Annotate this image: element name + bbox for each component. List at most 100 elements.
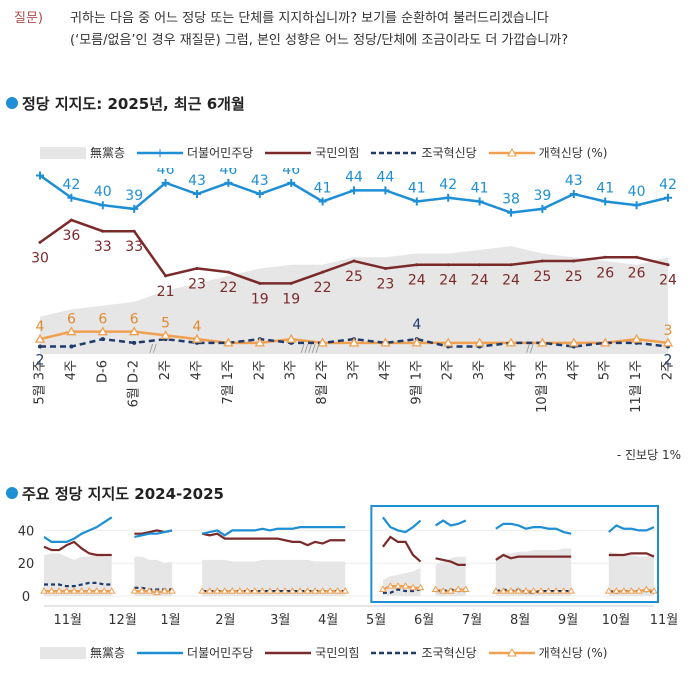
rp-point bbox=[198, 587, 207, 594]
rp-point bbox=[85, 587, 94, 594]
dp-data-label: 43 bbox=[251, 173, 269, 189]
x-tick-label: 2주 bbox=[158, 360, 173, 380]
rp-point bbox=[288, 587, 297, 594]
none-area bbox=[495, 548, 572, 596]
ppp-line bbox=[382, 535, 422, 563]
rp-point bbox=[70, 587, 79, 594]
ppp-point bbox=[69, 218, 73, 222]
rp-point bbox=[499, 587, 508, 594]
dp-data-label: 44 bbox=[345, 169, 363, 185]
dp-data-label: 48 bbox=[31, 168, 49, 170]
dp-data-label: 46 bbox=[282, 168, 300, 178]
rp-point bbox=[223, 337, 234, 347]
legend-none-swatch-icon bbox=[40, 146, 86, 159]
rp-data-label: 6 bbox=[130, 312, 139, 328]
rp-data-label: 4 bbox=[193, 319, 202, 335]
none-area bbox=[44, 553, 112, 596]
svg-text:+: + bbox=[155, 147, 165, 159]
dp-data-label: 43 bbox=[565, 173, 583, 189]
rp-point bbox=[529, 587, 538, 594]
ppp-point bbox=[635, 255, 639, 259]
ppp-point bbox=[415, 263, 419, 267]
x-month-label: 11월 bbox=[650, 613, 679, 628]
dp-point bbox=[507, 208, 515, 217]
ppp-point bbox=[509, 263, 513, 267]
dp-point bbox=[475, 197, 484, 206]
none-area bbox=[40, 246, 668, 354]
rp-point bbox=[286, 333, 297, 343]
rp-point bbox=[266, 587, 274, 594]
ppp-line bbox=[495, 553, 572, 561]
dp-data-label: 46 bbox=[219, 168, 237, 178]
x-tick-label: 4주 bbox=[504, 360, 519, 380]
x-month-label: 7월 bbox=[462, 613, 482, 628]
cp-line bbox=[40, 337, 669, 348]
rp-point bbox=[567, 587, 576, 594]
rp-point bbox=[409, 583, 417, 591]
rp-point bbox=[318, 587, 327, 594]
legend-ppp-line-icon bbox=[265, 151, 312, 154]
ppp-data-label: 33 bbox=[94, 239, 112, 255]
rp-point bbox=[552, 587, 560, 594]
chart1-note: - 진보당 1% bbox=[616, 448, 681, 462]
dp-point bbox=[255, 190, 264, 199]
dp-point bbox=[318, 197, 327, 206]
x-month-label: 10월 bbox=[602, 613, 631, 628]
y-tick-label: 40 bbox=[18, 524, 35, 539]
legend-none: 無黨층 bbox=[40, 144, 125, 161]
dp-data-label: 42 bbox=[659, 177, 677, 193]
rp-point bbox=[474, 337, 485, 347]
dp-data-label: 44 bbox=[376, 169, 394, 185]
rp-point bbox=[635, 587, 643, 594]
rp-point bbox=[191, 333, 203, 343]
legend-rp-line-icon bbox=[488, 147, 535, 156]
rp-point bbox=[317, 337, 328, 347]
cp-point bbox=[100, 337, 105, 342]
cp-point bbox=[69, 344, 74, 349]
dp-point bbox=[350, 186, 358, 195]
rp-point bbox=[379, 585, 387, 592]
rp-point bbox=[55, 587, 63, 594]
rp-data-label: 5 bbox=[161, 315, 170, 331]
dp-point bbox=[412, 197, 421, 206]
legend2-none: 無黨층 bbox=[40, 644, 125, 661]
rp-point bbox=[129, 326, 140, 336]
x-tick-label: 4주 bbox=[566, 360, 581, 380]
ppp-data-label: 26 bbox=[628, 265, 646, 281]
ppp-point bbox=[101, 229, 105, 233]
ppp-data-label: 24 bbox=[659, 273, 677, 289]
none-area bbox=[202, 559, 346, 596]
rp-point bbox=[62, 587, 71, 594]
dp-point bbox=[36, 171, 44, 180]
cp-data-label: 4 bbox=[412, 317, 421, 333]
x-tick-label: 5월 3주 bbox=[33, 360, 48, 405]
x-month-label: 8월 bbox=[510, 613, 530, 628]
dp-data-label: 42 bbox=[62, 177, 80, 193]
rp-point bbox=[446, 587, 455, 594]
rp-data-label: 3 bbox=[664, 323, 673, 339]
x-tick-label: 10월 3주 bbox=[535, 360, 550, 413]
rp-point bbox=[160, 330, 171, 340]
rp-point bbox=[97, 326, 108, 336]
dp-point bbox=[538, 204, 547, 213]
rp-point bbox=[454, 585, 463, 592]
x-month-label: 6월 bbox=[414, 613, 434, 628]
ppp-data-label: 25 bbox=[345, 269, 363, 285]
x-tick-label: 3주 bbox=[284, 360, 299, 380]
rp-point bbox=[461, 585, 470, 592]
rp-point bbox=[439, 587, 448, 594]
rp-point bbox=[100, 587, 109, 594]
x-month-label: 5월 bbox=[366, 613, 386, 628]
rp-point bbox=[303, 587, 312, 594]
x-tick-label: 4주 bbox=[64, 360, 79, 380]
legend2-dp-line-icon bbox=[137, 651, 184, 654]
rp-point bbox=[92, 587, 101, 594]
ppp-point bbox=[603, 255, 607, 259]
ppp-data-label: 19 bbox=[251, 291, 269, 307]
dp-data-label: 39 bbox=[125, 188, 143, 204]
dp-line bbox=[134, 529, 173, 539]
rp-point bbox=[537, 337, 548, 347]
ppp-data-label: 21 bbox=[157, 284, 175, 300]
ppp-point bbox=[321, 270, 325, 274]
ppp-data-label: 33 bbox=[125, 239, 143, 255]
